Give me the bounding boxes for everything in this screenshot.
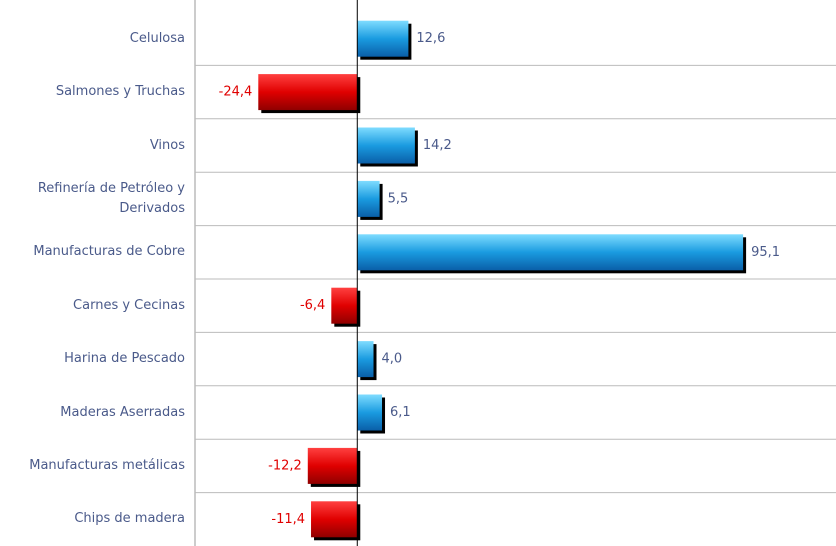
value-label: 14,2 [423,138,452,153]
value-label: -6,4 [300,298,325,313]
category-label: Manufacturas metálicas [29,457,185,473]
value-label: -11,4 [271,512,305,527]
bar [357,180,380,217]
bar [357,234,744,271]
bar [357,127,415,164]
bar [357,394,383,431]
bar [331,287,358,324]
value-label: 95,1 [751,245,780,260]
value-label: 6,1 [390,405,411,420]
category-label: Carnes y Cecinas [73,297,185,313]
category-label: Salmones y Truchas [55,84,185,100]
value-label: -24,4 [219,85,253,100]
category-label: Vinos [149,137,185,153]
category-label: Harina de Pescado [64,351,185,367]
category-label: Chips de madera [74,511,185,527]
value-label: 4,0 [382,352,403,367]
bar [258,74,358,111]
bar [311,501,358,538]
bar [357,341,374,378]
category-label: Maderas Aserradas [60,404,185,420]
value-label: 12,6 [416,31,445,46]
bar [307,447,358,484]
category-label: Manufacturas de Cobre [33,244,185,260]
value-label: 5,5 [388,191,409,206]
value-label: -12,2 [268,458,302,473]
bar [357,20,409,57]
category-label: Refinería de Petróleo y Derivados [37,180,185,216]
category-label: Celulosa [129,30,185,46]
